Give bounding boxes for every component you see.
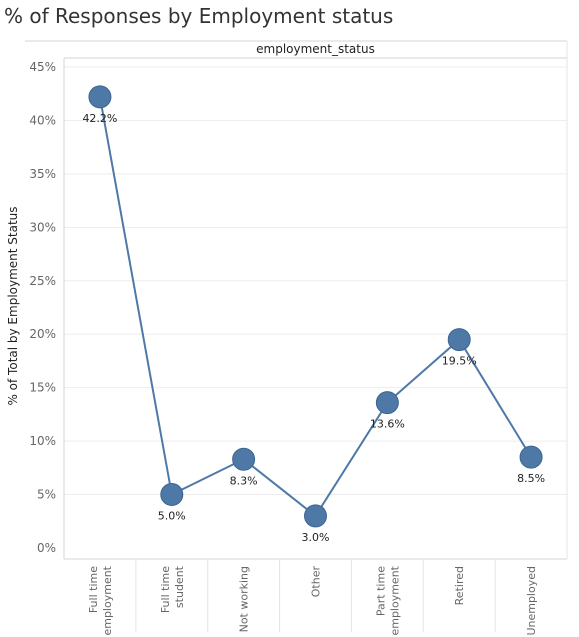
- series-line-path: [98, 96, 532, 518]
- y-tick-labels: 0% 5% 10% 15% 20% 25% 30% 35% 40% 45%: [29, 60, 56, 555]
- x-tick-label: employment: [388, 565, 401, 635]
- data-label: 42.2%: [82, 112, 117, 125]
- y-tick-label: 45%: [29, 60, 56, 74]
- series-line: [98, 96, 532, 518]
- x-tick-label: employment: [101, 565, 114, 635]
- x-tick-label: Part time: [374, 566, 387, 616]
- x-tick-label: Other: [310, 566, 323, 598]
- data-point: [447, 328, 471, 352]
- data-point: [375, 391, 399, 415]
- column-header-label: employment_status: [256, 42, 375, 56]
- data-label: 19.5%: [442, 355, 477, 368]
- x-tick-label: Full time: [87, 566, 100, 613]
- y-tick-label: 30%: [29, 220, 56, 234]
- data-label: 13.6%: [370, 418, 405, 431]
- y-tick-label: 25%: [29, 274, 56, 288]
- data-point: [519, 445, 543, 469]
- y-tick-label: 40%: [29, 113, 56, 127]
- data-label: 3.0%: [302, 531, 330, 544]
- x-tick-label: Not working: [238, 566, 251, 632]
- y-tick-label: 20%: [29, 327, 56, 341]
- data-point: [232, 447, 256, 471]
- data-point: [160, 483, 184, 507]
- y-tick-label: 35%: [29, 167, 56, 181]
- x-tick-label: Unemployed: [525, 566, 538, 636]
- y-tick-label: 10%: [29, 434, 56, 448]
- data-point: [88, 85, 112, 109]
- data-label: 5.0%: [158, 510, 186, 523]
- x-tick-label: Retired: [453, 566, 466, 605]
- data-point: [304, 504, 327, 528]
- data-labels: 42.2% 5.0% 8.3% 3.0% 13.6% 19.5% 8.5%: [82, 112, 545, 544]
- y-tick-label: 5%: [37, 488, 56, 502]
- data-label: 8.3%: [230, 474, 258, 487]
- page-title: % of Responses by Employment status: [4, 4, 394, 28]
- gridlines: [64, 66, 567, 496]
- data-label: 8.5%: [517, 472, 545, 485]
- data-markers: [88, 85, 543, 528]
- y-tick-label: 15%: [29, 381, 56, 395]
- y-tick-label: 0%: [37, 541, 56, 555]
- x-tick-label: student: [173, 565, 186, 608]
- x-tick-labels: Full time employment Full time student Not w…: [87, 559, 538, 636]
- x-tick-label: Full time: [159, 566, 172, 613]
